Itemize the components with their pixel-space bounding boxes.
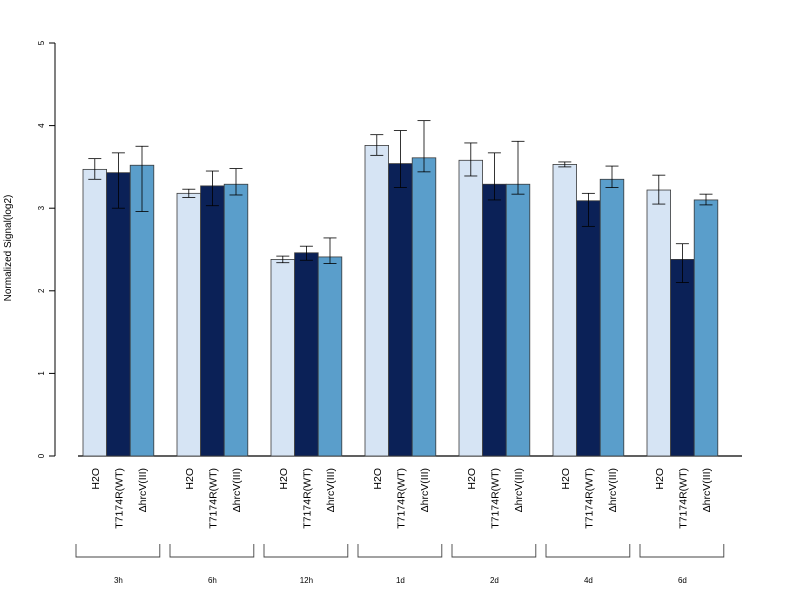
group-label: 3h bbox=[114, 576, 123, 585]
y-tick-label: 2 bbox=[37, 288, 46, 293]
bar bbox=[482, 183, 507, 457]
group-bracket bbox=[263, 544, 349, 558]
category-label: ΔhrcV(III) bbox=[325, 468, 337, 512]
category-label: T7174R(WT) bbox=[395, 468, 407, 529]
category-label: H2O bbox=[90, 468, 102, 490]
bar bbox=[411, 157, 437, 457]
bar bbox=[294, 252, 319, 457]
category-label: T7174R(WT) bbox=[677, 468, 689, 529]
group-bracket bbox=[75, 544, 161, 558]
category-label: T7174R(WT) bbox=[301, 468, 313, 529]
category-label: ΔhrcV(III) bbox=[231, 468, 243, 512]
category-label: ΔhrcV(III) bbox=[607, 468, 619, 512]
group-bracket bbox=[357, 544, 443, 558]
category-label: H2O bbox=[466, 468, 478, 490]
bar bbox=[200, 185, 225, 457]
bar bbox=[552, 164, 578, 457]
bar bbox=[317, 256, 343, 457]
category-label: T7174R(WT) bbox=[207, 468, 219, 529]
bar bbox=[364, 145, 390, 457]
x-axis-labels: H2O T7174R(WT) ΔhrcV(III) 3h H2O T7174R(WT) Δh… bbox=[75, 468, 725, 585]
bar bbox=[576, 200, 601, 457]
category-label: H2O bbox=[372, 468, 384, 490]
group-label: 6d bbox=[678, 576, 687, 585]
category-label: T7174R(WT) bbox=[489, 468, 501, 529]
y-tick-label: 0 bbox=[37, 453, 46, 458]
category-label: H2O bbox=[184, 468, 196, 490]
bar bbox=[505, 183, 531, 457]
bar bbox=[693, 199, 719, 457]
group-bracket bbox=[451, 544, 537, 558]
group-bracket bbox=[545, 544, 631, 558]
category-label: T7174R(WT) bbox=[113, 468, 125, 529]
bar bbox=[670, 259, 695, 457]
bars bbox=[82, 120, 719, 457]
group-bracket bbox=[639, 544, 725, 558]
category-label: T7174R(WT) bbox=[583, 468, 595, 529]
bar bbox=[458, 159, 484, 457]
category-label: H2O bbox=[278, 468, 290, 490]
group-bracket bbox=[169, 544, 255, 558]
category-label: H2O bbox=[654, 468, 666, 490]
bar bbox=[106, 172, 131, 457]
group-label: 1d bbox=[396, 576, 405, 585]
bar bbox=[388, 163, 413, 457]
y-tick-label: 4 bbox=[37, 123, 46, 128]
y-tick-label: 1 bbox=[37, 371, 46, 376]
y-tick-label: 5 bbox=[37, 40, 46, 45]
bar bbox=[599, 178, 625, 457]
group-label: 2d bbox=[490, 576, 499, 585]
group-label: 4d bbox=[584, 576, 593, 585]
category-label: ΔhrcV(III) bbox=[137, 468, 149, 512]
bar bbox=[223, 183, 249, 457]
group-label: 12h bbox=[300, 576, 313, 585]
group-label: 6h bbox=[208, 576, 217, 585]
bar bbox=[82, 168, 108, 457]
bar bbox=[176, 192, 202, 457]
category-label: H2O bbox=[560, 468, 572, 490]
category-label: ΔhrcV(III) bbox=[419, 468, 431, 512]
y-tick-label: 3 bbox=[37, 205, 46, 210]
category-label: ΔhrcV(III) bbox=[513, 468, 525, 512]
y-axis-label: Normalized Signal(log2) bbox=[3, 195, 14, 302]
category-label: ΔhrcV(III) bbox=[701, 468, 713, 512]
bar bbox=[270, 259, 296, 457]
bar bbox=[646, 189, 672, 457]
